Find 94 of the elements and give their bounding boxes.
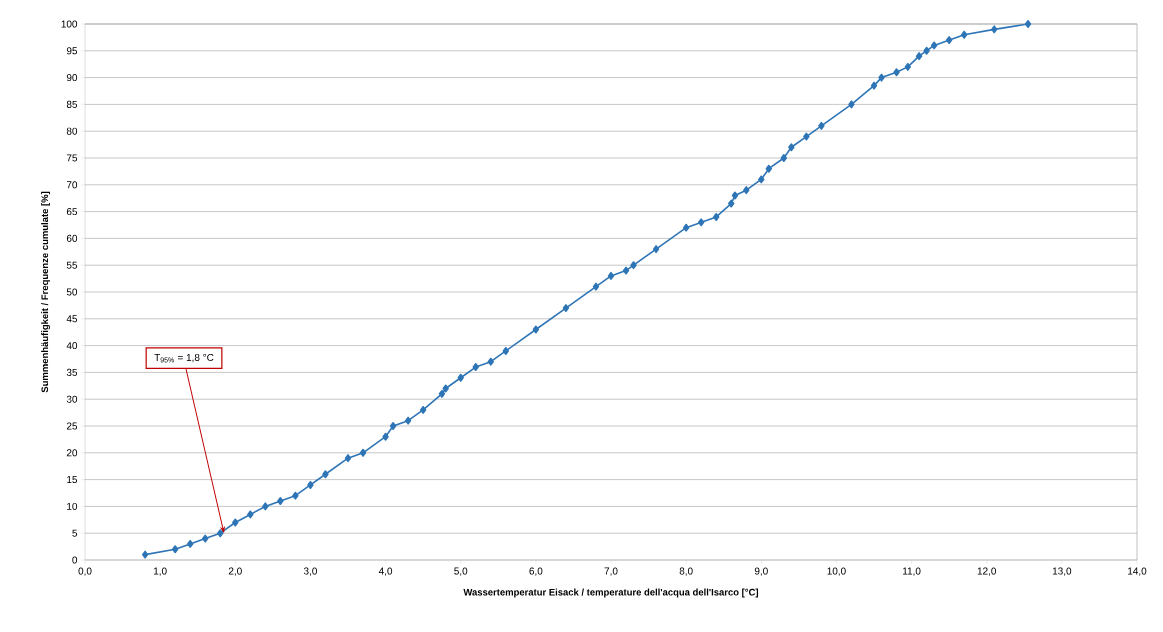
point <box>442 384 449 393</box>
point <box>788 143 795 152</box>
point <box>187 539 194 548</box>
point <box>171 545 179 554</box>
point <box>262 502 269 511</box>
point <box>991 25 998 34</box>
point <box>697 218 705 227</box>
point <box>277 497 284 506</box>
point <box>592 282 600 291</box>
point <box>930 41 938 50</box>
x-tick-label: 1,0 <box>153 567 167 576</box>
point <box>960 30 968 39</box>
point <box>359 448 367 457</box>
x-tick-label: 9,0 <box>754 567 768 576</box>
point <box>382 432 389 441</box>
point <box>419 405 427 414</box>
point <box>247 510 254 519</box>
annotation: T$_{95%}$ = 1,8 °C <box>154 353 214 363</box>
x-tick-label: 11,0 <box>903 567 921 576</box>
x-tick-label: 2,0 <box>228 567 242 576</box>
x-tick-label: 0,0 <box>78 567 92 576</box>
point <box>457 373 464 382</box>
y-tick-label: 60 <box>66 234 78 242</box>
point <box>307 480 314 489</box>
y-tick-label: 85 <box>66 100 78 108</box>
y-tick-label: 50 <box>66 288 78 296</box>
point <box>870 81 878 90</box>
y-tick-label: 100 <box>61 20 78 28</box>
y-tick-label: 35 <box>66 368 78 376</box>
x-tick-label: 6,0 <box>529 567 543 576</box>
point <box>232 518 239 527</box>
point <box>848 100 855 109</box>
y-tick-label: 30 <box>66 395 78 403</box>
point <box>731 191 739 200</box>
y-tick-label: 70 <box>66 181 78 189</box>
x-tick-label: 5,0 <box>454 567 468 576</box>
y-tick-label: 65 <box>66 208 78 216</box>
point <box>1024 19 1032 28</box>
point <box>713 212 720 221</box>
point <box>915 52 923 61</box>
y-tick-label: 90 <box>66 74 78 82</box>
y-tick-label: 20 <box>66 449 78 457</box>
point <box>923 46 930 55</box>
x-tick-label: 4,0 <box>378 567 393 576</box>
point <box>344 454 352 463</box>
point <box>622 266 630 275</box>
point <box>945 36 953 45</box>
x-tick-label: 12,0 <box>977 567 997 576</box>
point <box>803 132 810 141</box>
point <box>217 529 224 538</box>
y-tick-label: 25 <box>66 422 78 430</box>
y-tick-label: 5 <box>72 529 78 537</box>
point <box>502 346 509 355</box>
x-tick-label: 10,0 <box>827 567 846 576</box>
point <box>652 245 660 254</box>
y-tick-label: 45 <box>66 315 78 323</box>
point <box>562 304 570 313</box>
point <box>389 422 397 430</box>
point <box>765 164 772 173</box>
point <box>487 357 494 366</box>
y-tick-label: 0 <box>72 556 78 564</box>
y-tick-label: 55 <box>66 261 78 269</box>
point <box>780 154 788 162</box>
y-tick-label: 10 <box>67 502 78 510</box>
point <box>292 491 299 500</box>
point <box>758 175 765 184</box>
x-tick-label: 3,0 <box>303 567 317 576</box>
y-tick-label: 80 <box>66 127 78 135</box>
point <box>630 261 637 270</box>
point <box>404 416 412 425</box>
point <box>438 389 446 398</box>
y-tick-label: 75 <box>66 154 78 162</box>
y-tick-label: 95 <box>66 47 78 55</box>
point <box>141 550 149 559</box>
y-tick-label: 40 <box>66 342 78 350</box>
x-tick-label: 8,0 <box>679 567 693 576</box>
y-tick-label: 15 <box>67 476 78 484</box>
point <box>728 199 735 208</box>
point <box>904 62 912 71</box>
y-axis-title: Summenhäufigkeit / Frequenze cumulate [%] <box>41 191 51 393</box>
point <box>818 121 825 130</box>
x-axis-title: Wassertemperatur Eisack / temperature dell'acqua dell'Isarco [°C] <box>463 588 759 598</box>
point <box>472 363 479 372</box>
point <box>682 223 690 232</box>
x-tick-label: 14,0 <box>1128 567 1147 576</box>
point <box>532 325 540 334</box>
point <box>202 534 209 543</box>
point <box>878 73 885 82</box>
point <box>743 186 750 195</box>
x-tick-label: 7,0 <box>604 567 618 576</box>
x-tick-label: 13,0 <box>1052 567 1072 576</box>
point <box>893 68 900 77</box>
point <box>322 470 329 479</box>
point <box>607 271 615 280</box>
